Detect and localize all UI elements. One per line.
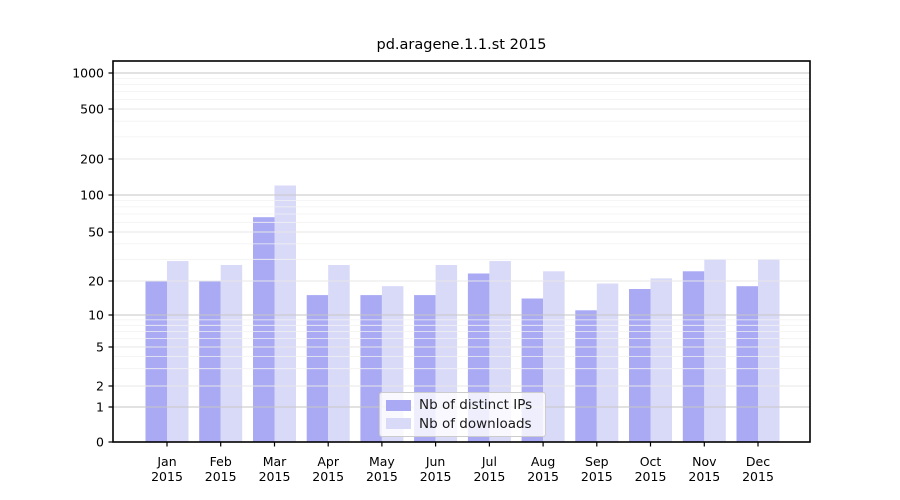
y-tick-label-50: 50 (88, 225, 104, 240)
legend-swatch-distinct-ips-icon (386, 399, 411, 411)
bar-nb-of-distinct-ips-oct (629, 289, 651, 442)
legend: Nb of distinct IPs Nb of downloads (379, 392, 546, 437)
y-tick-label-2: 2 (96, 379, 104, 394)
x-tick-label-month-nov: Nov (692, 454, 717, 469)
x-tick-label-month-feb: Feb (210, 454, 232, 469)
x-tick-label-year-aug: 2015 (527, 469, 559, 484)
bar-nb-of-distinct-ips-mar (253, 217, 275, 442)
x-tick-label-year-nov: 2015 (688, 469, 720, 484)
y-tick-label-1000: 1000 (72, 66, 104, 81)
x-tick-label-month-oct: Oct (640, 454, 662, 469)
bar-nb-of-downloads-oct (650, 278, 672, 442)
legend-swatch-downloads-icon (386, 418, 411, 430)
x-tick-label-year-oct: 2015 (635, 469, 667, 484)
x-tick-label-year-sep: 2015 (581, 469, 613, 484)
y-tick-label-500: 500 (80, 102, 104, 117)
x-tick-label-year-may: 2015 (366, 469, 398, 484)
x-tick-label-year-jul: 2015 (473, 469, 505, 484)
x-tick-label-month-jan: Jan (156, 454, 176, 469)
x-tick-label-month-apr: Apr (317, 454, 339, 469)
bar-nb-of-downloads-feb (220, 265, 243, 442)
x-tick-label-year-apr: 2015 (312, 469, 344, 484)
legend-label-distinct-ips: Nb of distinct IPs (419, 397, 533, 414)
bar-nb-of-distinct-ips-dec (736, 286, 758, 442)
y-tick-label-200: 200 (80, 152, 104, 167)
x-tick-label-month-jul: Jul (481, 454, 497, 469)
x-tick-label-month-sep: Sep (585, 454, 609, 469)
y-tick-label-20: 20 (88, 274, 104, 289)
x-tick-label-month-may: May (369, 454, 395, 469)
bar-nb-of-downloads-apr (328, 265, 350, 442)
bar-nb-of-downloads-nov (704, 259, 726, 442)
bar-nb-of-distinct-ips-jan (145, 281, 167, 442)
bar-nb-of-downloads-dec (758, 259, 780, 442)
legend-item-distinct-ips: Nb of distinct IPs (386, 396, 539, 415)
y-tick-label-1: 1 (96, 400, 104, 415)
y-tick-label-5: 5 (96, 340, 104, 355)
x-tick-label-month-dec: Dec (746, 454, 770, 469)
x-tick-label-month-jun: Jun (425, 454, 446, 469)
chart-title: pd.aragene.1.1.st 2015 (376, 37, 547, 53)
bar-nb-of-downloads-mar (274, 185, 296, 442)
x-tick-label-year-dec: 2015 (742, 469, 774, 484)
legend-item-downloads: Nb of downloads (386, 415, 539, 434)
bar-nb-of-downloads-jan (167, 261, 189, 442)
y-tick-label-0: 0 (96, 435, 104, 450)
legend-label-downloads: Nb of downloads (419, 415, 532, 432)
bar-nb-of-downloads-sep (596, 283, 619, 442)
y-tick-label-10: 10 (88, 308, 104, 323)
x-tick-label-month-aug: Aug (531, 454, 555, 469)
x-tick-label-year-mar: 2015 (259, 469, 291, 484)
x-tick-label-year-jun: 2015 (420, 469, 452, 484)
plot-frame (112, 60, 811, 443)
bar-nb-of-distinct-ips-sep (575, 310, 597, 442)
x-tick-label-year-jan: 2015 (151, 469, 183, 484)
x-tick-label-year-feb: 2015 (205, 469, 237, 484)
bar-nb-of-distinct-ips-feb (199, 281, 221, 442)
x-tick-label-month-mar: Mar (263, 454, 287, 469)
y-tick-label-100: 100 (80, 188, 104, 203)
